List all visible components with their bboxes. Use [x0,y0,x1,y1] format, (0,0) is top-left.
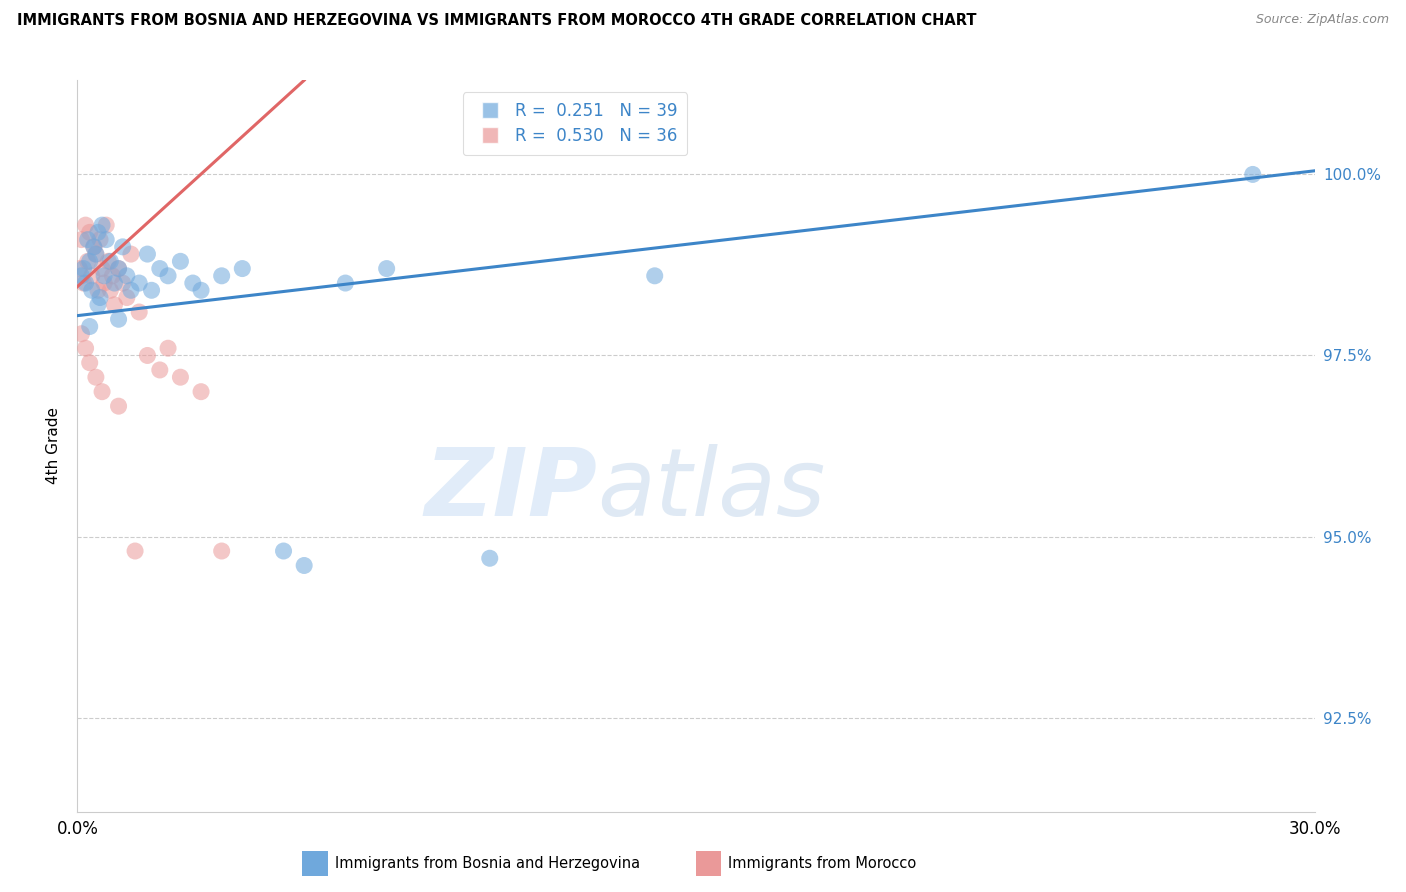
Point [115,268,138,283]
Point [91,261,114,276]
Point [79,225,101,239]
Point [190,384,212,399]
Point [87,283,110,297]
Point [120,283,142,297]
Point [190,283,212,297]
Point [89,291,111,305]
Point [98,283,121,297]
Point [70,326,93,341]
Point [98,254,121,268]
Point [157,268,180,283]
Point [93,268,115,283]
Text: Immigrants from Bosnia and Herzegovina: Immigrants from Bosnia and Herzegovina [335,856,640,871]
Point [87,225,110,239]
Point [96,233,118,247]
Point [107,399,129,413]
Point [84,247,107,261]
Point [79,356,101,370]
Point [96,218,118,232]
Point [128,305,150,319]
Text: Source: ZipAtlas.com: Source: ZipAtlas.com [1256,13,1389,27]
Point [107,261,129,276]
Point [84,247,107,261]
Text: Immigrants from Morocco: Immigrants from Morocco [728,856,917,871]
Point [72,276,94,290]
Point [103,276,125,290]
Point [91,384,114,399]
Point [79,254,101,268]
Point [72,261,94,276]
Legend: R =  0.251   N = 39, R =  0.530   N = 36: R = 0.251 N = 39, R = 0.530 N = 36 [463,92,688,155]
Point [136,349,159,363]
Point [644,268,666,283]
Point [335,276,357,290]
Point [97,254,120,268]
Point [124,544,146,558]
Point [75,276,97,290]
Text: atlas: atlas [598,444,825,535]
Point [107,312,129,326]
Point [79,319,101,334]
Point [103,298,125,312]
Point [84,370,107,384]
Point [70,233,93,247]
Point [115,291,138,305]
Point [181,276,204,290]
Point [83,240,105,254]
Point [111,276,134,290]
Point [292,558,315,573]
Y-axis label: 4th Grade: 4th Grade [46,408,62,484]
Point [67,261,90,276]
Point [111,240,134,254]
Point [75,341,97,355]
Point [149,363,172,377]
Point [80,283,103,297]
Point [169,370,191,384]
Point [87,298,110,312]
Point [107,261,129,276]
Text: ZIP: ZIP [425,444,598,536]
Point [211,544,233,558]
Point [157,341,180,355]
Point [478,551,501,566]
Point [273,544,295,558]
Point [120,247,142,261]
Point [128,276,150,290]
Point [93,276,115,290]
Point [91,218,114,232]
Point [76,254,98,268]
Point [375,261,398,276]
Point [211,268,233,283]
Point [101,268,124,283]
Point [141,283,163,297]
Point [1241,168,1264,182]
Point [70,268,93,283]
Point [149,261,172,276]
Point [80,268,103,283]
Text: IMMIGRANTS FROM BOSNIA AND HERZEGOVINA VS IMMIGRANTS FROM MOROCCO 4TH GRADE CORR: IMMIGRANTS FROM BOSNIA AND HERZEGOVINA V… [17,13,976,29]
Point [76,233,98,247]
Point [75,218,97,232]
Point [231,261,253,276]
Point [89,233,111,247]
Point [83,240,105,254]
Point [169,254,191,268]
Point [136,247,159,261]
